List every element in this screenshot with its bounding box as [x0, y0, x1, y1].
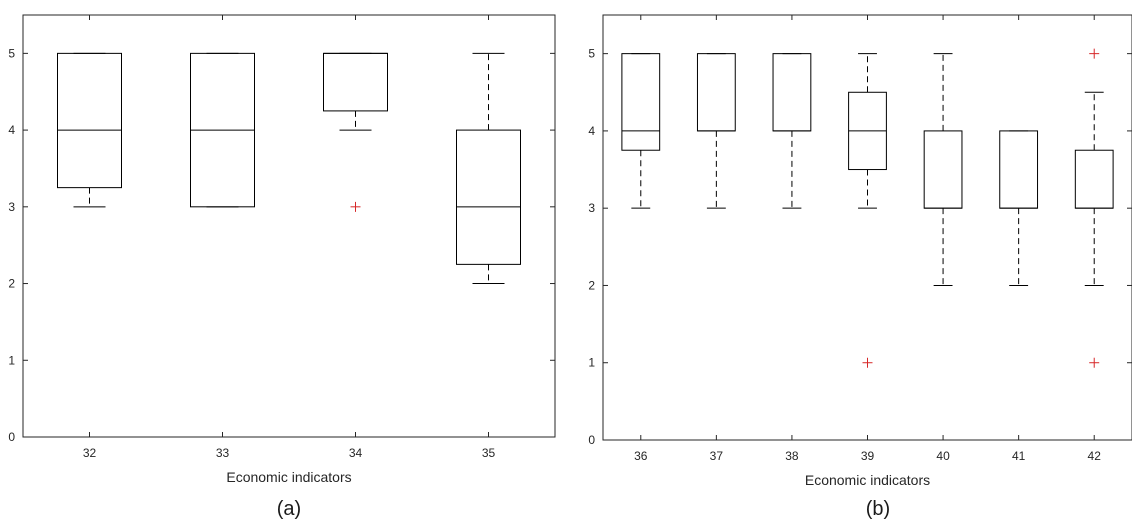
iqr-box — [923, 130, 963, 209]
box-37 — [696, 53, 736, 209]
box-36 — [621, 53, 661, 209]
y-tick-label: 3 — [588, 201, 595, 215]
panel-caption: (b) — [866, 498, 890, 520]
box-41 — [999, 130, 1039, 286]
y-tick-label: 3 — [8, 200, 15, 214]
x-tick-label: 33 — [216, 446, 230, 460]
y-tick-label: 4 — [588, 124, 595, 138]
x-axis-label: Economic indicators — [805, 472, 930, 488]
box-40 — [923, 53, 963, 286]
x-tick-label: 42 — [1088, 449, 1102, 463]
iqr-box — [621, 53, 661, 151]
y-tick-label: 0 — [8, 430, 15, 444]
y-tick-label: 2 — [8, 277, 15, 291]
iqr-box — [57, 52, 122, 189]
box-39 — [848, 53, 887, 368]
y-tick-label: 1 — [588, 356, 595, 370]
x-tick-label: 39 — [861, 449, 875, 463]
plot-frame — [22, 14, 556, 438]
box-33 — [190, 52, 255, 208]
iqr-box — [999, 130, 1039, 209]
x-axis-label: Economic indicators — [226, 469, 351, 485]
iqr-box — [456, 129, 521, 265]
y-tick-label: 2 — [588, 278, 595, 292]
x-tick-label: 38 — [785, 449, 799, 463]
box-42 — [1074, 48, 1114, 368]
y-tick-label: 5 — [588, 47, 595, 61]
iqr-box — [696, 53, 736, 132]
iqr-box — [323, 52, 388, 112]
panel-caption: (a) — [277, 498, 301, 520]
box-35 — [456, 52, 521, 285]
y-tick-label: 1 — [8, 353, 15, 367]
box-32 — [57, 52, 122, 208]
panel-b: 0 1 2 3 4 5 36 37 38 39 40 41 42 Economic indicators (… — [588, 14, 1132, 520]
x-tick-label: 41 — [1012, 449, 1026, 463]
x-tick-label: 37 — [710, 449, 724, 463]
x-tick-label: 40 — [936, 449, 950, 463]
iqr-box — [1074, 149, 1114, 209]
iqr-box — [772, 53, 812, 132]
box-38 — [772, 53, 812, 209]
x-tick-label: 35 — [482, 446, 496, 460]
x-tick-label: 36 — [634, 449, 648, 463]
y-tick-label: 4 — [8, 123, 15, 137]
box-34 — [323, 52, 388, 212]
x-tick-label: 34 — [349, 446, 363, 460]
y-tick-label: 0 — [588, 433, 595, 447]
y-tick-label: 5 — [8, 46, 15, 60]
x-tick-label: 32 — [83, 446, 97, 460]
